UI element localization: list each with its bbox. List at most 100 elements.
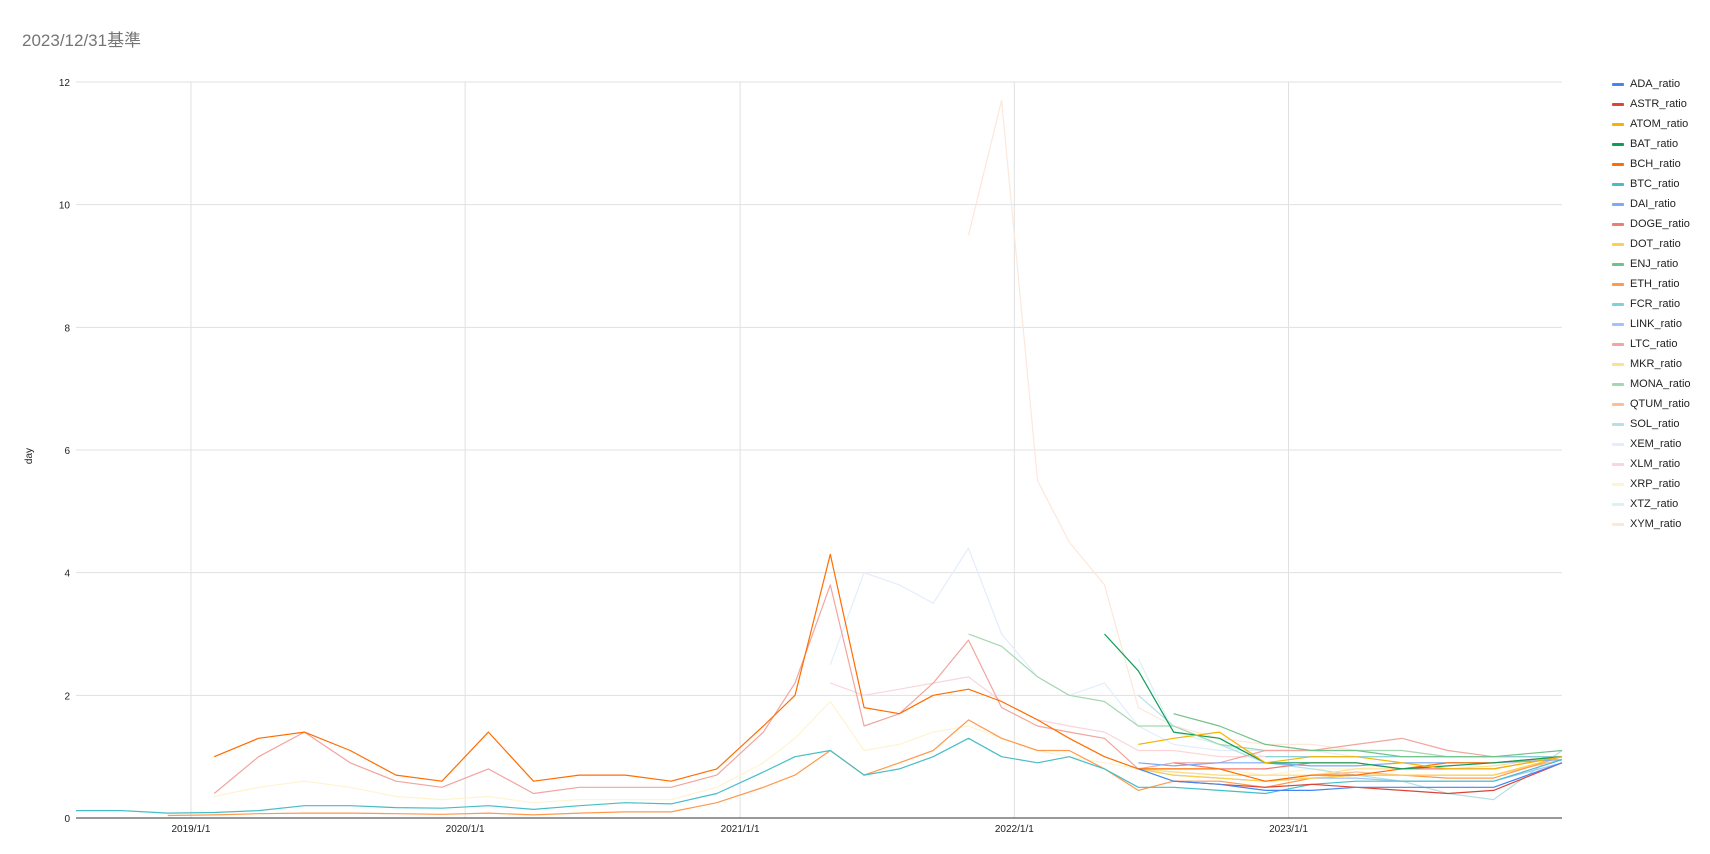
legend-swatch: [1612, 402, 1624, 406]
y-tick-label: 2: [64, 691, 70, 702]
legend-item[interactable]: MKR_ratio: [1612, 354, 1691, 374]
legend-label: LTC_ratio: [1630, 338, 1678, 350]
legend-item[interactable]: XYM_ratio: [1612, 514, 1691, 534]
x-tick-label: 2022/1/1: [995, 824, 1034, 835]
grid-lines: [76, 81, 1562, 818]
series-line-mona-ratio: [968, 633, 1562, 758]
legend-label: BTC_ratio: [1630, 178, 1680, 190]
legend-label: MONA_ratio: [1630, 378, 1691, 390]
series-line-xem-ratio: [829, 547, 1562, 758]
legend-item[interactable]: FCR_ratio: [1612, 294, 1691, 314]
legend-swatch: [1612, 462, 1624, 466]
legend-swatch: [1612, 242, 1624, 246]
legend-label: DOT_ratio: [1630, 238, 1681, 250]
series-line-dot-ratio: [1138, 756, 1563, 782]
legend-swatch: [1612, 482, 1624, 486]
legend-swatch: [1612, 262, 1624, 266]
series-line-xym-ratio: [967, 99, 1562, 758]
legend-swatch: [1612, 102, 1624, 106]
series-line-ada-ratio: [1138, 762, 1563, 791]
legend-label: DOGE_ratio: [1630, 218, 1690, 230]
legend-item[interactable]: ATOM_ratio: [1612, 114, 1691, 134]
legend-label: QTUM_ratio: [1630, 398, 1690, 410]
legend-label: XYM_ratio: [1630, 518, 1682, 530]
legend-label: ATOM_ratio: [1630, 118, 1689, 130]
series-line-mkr-ratio: [1138, 756, 1563, 776]
legend-label: ETH_ratio: [1630, 278, 1680, 290]
legend-swatch: [1612, 442, 1624, 446]
y-tick-label: 12: [59, 78, 71, 89]
legend-item[interactable]: BTC_ratio: [1612, 174, 1691, 194]
legend-swatch: [1612, 82, 1624, 86]
x-tick-label: 2023/1/1: [1269, 824, 1308, 835]
x-tick-label: 2020/1/1: [446, 824, 485, 835]
legend-item[interactable]: LTC_ratio: [1612, 334, 1691, 354]
y-axis-label: day: [24, 448, 35, 464]
legend-item[interactable]: ASTR_ratio: [1612, 94, 1691, 114]
legend-swatch: [1612, 342, 1624, 346]
legend-swatch: [1612, 122, 1624, 126]
legend-item[interactable]: MONA_ratio: [1612, 374, 1691, 394]
legend-swatch: [1612, 522, 1624, 526]
legend-swatch: [1612, 182, 1624, 186]
axes: 0 2 4 6 8 10 12 2019/1/1 2020/1/1 2021/1/1 2022/1/…: [59, 78, 1562, 835]
legend-swatch: [1612, 162, 1624, 166]
series-line-bat-ratio: [1104, 633, 1563, 770]
legend-label: SOL_ratio: [1630, 418, 1680, 430]
legend-label: XEM_ratio: [1630, 438, 1682, 450]
series-line-xrp-ratio: [214, 700, 1563, 804]
legend-swatch: [1612, 282, 1624, 286]
y-tick-label: 8: [64, 323, 70, 334]
legend-label: ADA_ratio: [1630, 78, 1681, 90]
legend-item[interactable]: ETH_ratio: [1612, 274, 1691, 294]
legend-item[interactable]: BAT_ratio: [1612, 134, 1691, 154]
legend-item[interactable]: DOGE_ratio: [1612, 214, 1691, 234]
series-line-enj-ratio: [1173, 713, 1563, 758]
legend-swatch: [1612, 362, 1624, 366]
y-tick-label: 0: [64, 814, 70, 825]
legend-swatch: [1612, 502, 1624, 506]
x-tick-label: 2019/1/1: [171, 824, 210, 835]
y-tick-label: 4: [64, 569, 70, 580]
legend-label: DAI_ratio: [1630, 198, 1676, 210]
legend-item[interactable]: XRP_ratio: [1612, 474, 1691, 494]
legend-item[interactable]: XEM_ratio: [1612, 434, 1691, 454]
legend-swatch: [1612, 322, 1624, 326]
legend-label: ENJ_ratio: [1630, 258, 1679, 270]
series-line-ltc-ratio: [213, 584, 1562, 795]
x-tick-label: 2021/1/1: [721, 824, 760, 835]
legend-item[interactable]: DOT_ratio: [1612, 234, 1691, 254]
series-lines: [76, 99, 1563, 817]
legend-swatch: [1612, 202, 1624, 206]
legend-swatch: [1612, 422, 1624, 426]
legend-label: ASTR_ratio: [1630, 98, 1687, 110]
chart-title: 2023/12/31基準: [22, 31, 142, 50]
legend: ADA_ratio ASTR_ratio ATOM_ratio BAT_ratio BC…: [1612, 74, 1691, 534]
legend-item[interactable]: XTZ_ratio: [1612, 494, 1691, 514]
series-line-atom-ratio: [1138, 731, 1563, 770]
legend-swatch: [1612, 222, 1624, 226]
legend-item[interactable]: DAI_ratio: [1612, 194, 1691, 214]
legend-item[interactable]: XLM_ratio: [1612, 454, 1691, 474]
legend-label: XRP_ratio: [1630, 478, 1681, 490]
legend-label: BCH_ratio: [1630, 158, 1681, 170]
legend-swatch: [1612, 382, 1624, 386]
series-line-btc-ratio: [76, 737, 1563, 814]
legend-swatch: [1612, 302, 1624, 306]
series-line-sol-ratio: [1137, 694, 1563, 801]
legend-label: LINK_ratio: [1630, 318, 1682, 330]
series-line-bch-ratio: [213, 553, 1563, 782]
legend-item[interactable]: ENJ_ratio: [1612, 254, 1691, 274]
legend-label: FCR_ratio: [1630, 298, 1681, 310]
legend-item[interactable]: LINK_ratio: [1612, 314, 1691, 334]
legend-label: BAT_ratio: [1630, 138, 1679, 150]
series-line-xtz-ratio: [1137, 658, 1562, 758]
y-tick-label: 6: [64, 446, 70, 457]
legend-item[interactable]: ADA_ratio: [1612, 74, 1691, 94]
legend-item[interactable]: SOL_ratio: [1612, 414, 1691, 434]
legend-item[interactable]: QTUM_ratio: [1612, 394, 1691, 414]
y-tick-label: 10: [59, 201, 71, 212]
series-line-eth-ratio: [167, 719, 1563, 817]
legend-item[interactable]: BCH_ratio: [1612, 154, 1691, 174]
